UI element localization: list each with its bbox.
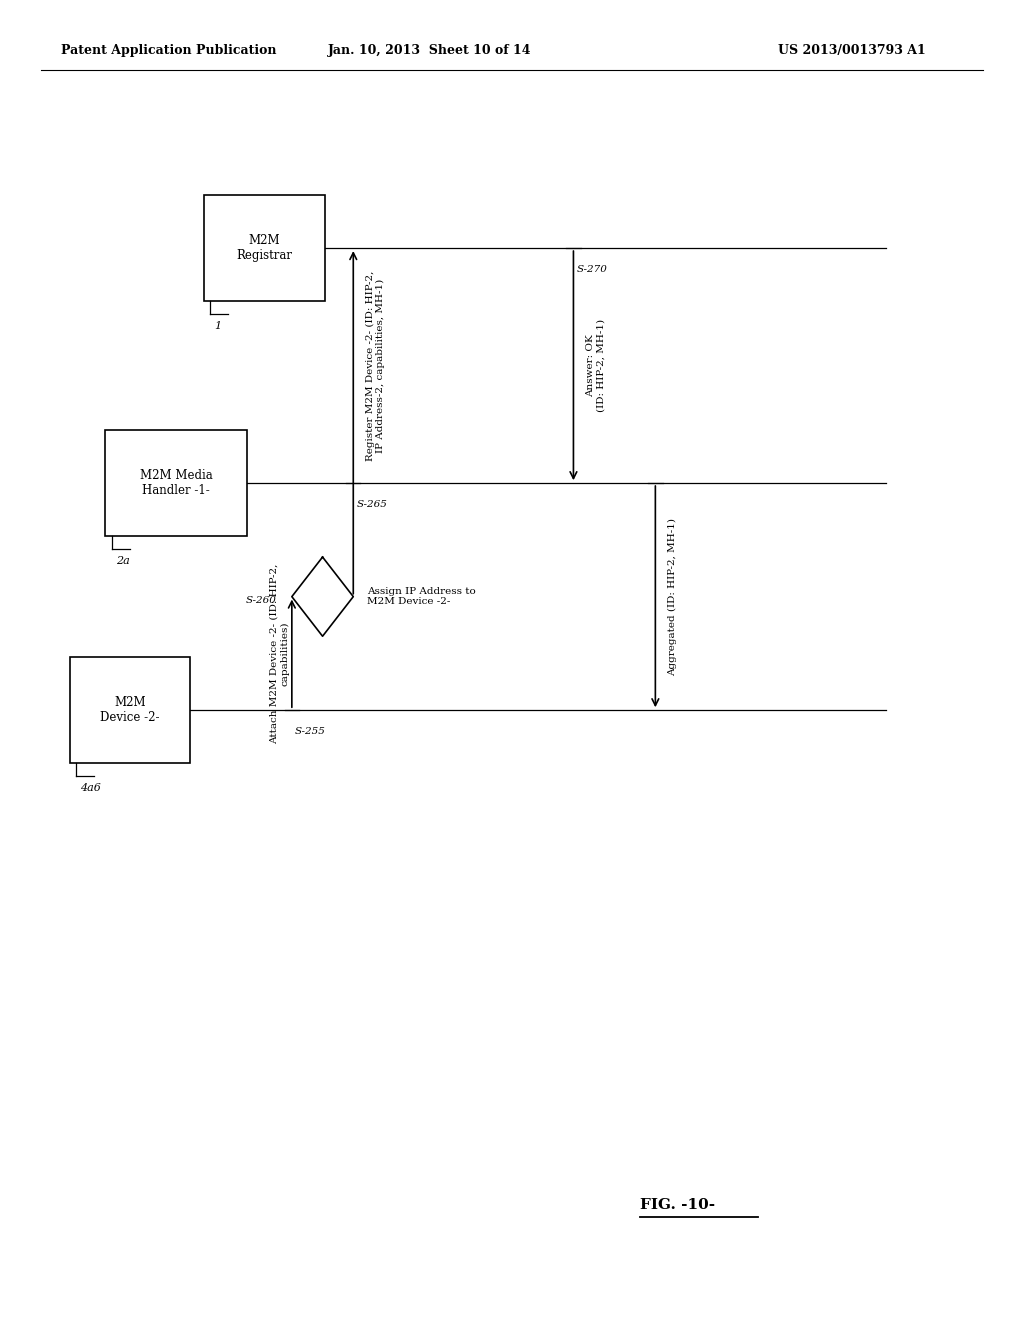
Text: 4a6: 4a6	[80, 783, 100, 793]
Text: US 2013/0013793 A1: US 2013/0013793 A1	[778, 44, 926, 57]
Text: Assign IP Address to
M2M Device -2-: Assign IP Address to M2M Device -2-	[367, 587, 475, 606]
Polygon shape	[292, 557, 353, 636]
FancyBboxPatch shape	[105, 430, 247, 536]
Text: FIG. -10-: FIG. -10-	[640, 1197, 715, 1212]
FancyBboxPatch shape	[70, 657, 190, 763]
Text: 1: 1	[214, 321, 221, 331]
Text: 2a: 2a	[116, 556, 129, 566]
Text: S-255: S-255	[295, 727, 326, 737]
Text: S-265: S-265	[356, 500, 387, 510]
Text: Patent Application Publication: Patent Application Publication	[61, 44, 276, 57]
Text: Register M2M Device -2- (ID: HIP-2,
IP Address-2, capabilities, MH-1): Register M2M Device -2- (ID: HIP-2, IP A…	[366, 271, 385, 461]
Text: M2M
Registrar: M2M Registrar	[237, 234, 292, 263]
Text: Attach M2M Device -2- (ID: HIP-2,
capabilities): Attach M2M Device -2- (ID: HIP-2, capabi…	[269, 564, 290, 743]
Text: Answer: OK
(ID: HIP-2, MH-1): Answer: OK (ID: HIP-2, MH-1)	[586, 319, 605, 412]
Text: M2M
Device -2-: M2M Device -2-	[100, 696, 160, 725]
Text: Jan. 10, 2013  Sheet 10 of 14: Jan. 10, 2013 Sheet 10 of 14	[329, 44, 531, 57]
Text: S-260: S-260	[246, 597, 276, 606]
FancyBboxPatch shape	[204, 195, 325, 301]
Text: Aggregated (ID: HIP-2, MH-1): Aggregated (ID: HIP-2, MH-1)	[668, 517, 677, 676]
Text: S-270: S-270	[577, 265, 607, 275]
Text: M2M Media
Handler -1-: M2M Media Handler -1-	[139, 469, 213, 498]
